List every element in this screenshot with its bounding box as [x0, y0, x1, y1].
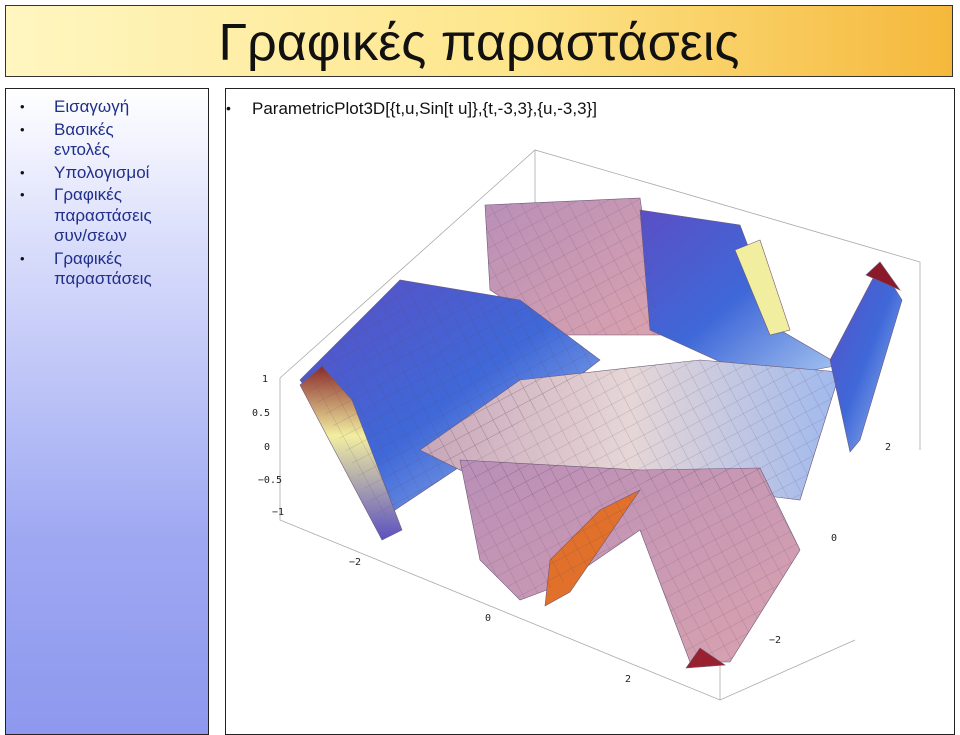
mesh-patch	[460, 460, 800, 662]
z-tick-label: 0.5	[252, 408, 270, 419]
mesh	[300, 198, 840, 662]
t-tick-label: 0	[485, 613, 491, 624]
mesh-patch	[300, 280, 600, 520]
box-edge	[279, 149, 921, 450]
bullet: ParametricPlot3D[{t,u,Sin[t u]},{t,-3,3}…	[226, 99, 597, 119]
slide-title: Γραφικές παραστάσεις	[5, 5, 953, 77]
z-tick-label: 1	[262, 374, 268, 385]
t-axis: −2 0 2	[349, 557, 631, 685]
u-tick-label: −2	[769, 635, 781, 646]
z-tick-label: 0	[264, 442, 270, 453]
surface-patch	[829, 264, 903, 453]
nav-item: Βασικές εντολές	[20, 120, 154, 161]
surface-patch	[734, 239, 791, 336]
u-tick-label: 2	[885, 442, 891, 453]
t-tick-label: −2	[349, 557, 361, 568]
u-axis: 2 0 −2	[769, 442, 891, 646]
nav-item: Εισαγωγή	[20, 97, 154, 118]
nav-item: Υπολογισμοί	[20, 163, 154, 184]
nav-list: Εισαγωγή Βασικές εντολές Υπολογισμοί Γρα…	[6, 97, 154, 290]
z-tick-label: −0.5	[258, 475, 282, 486]
surface-patch	[639, 209, 841, 381]
box-edge	[279, 378, 856, 701]
surface-patch	[865, 261, 901, 291]
mesh-patch	[485, 198, 660, 335]
bullet-text: ParametricPlot3D[{t,u,Sin[t u]},{t,-3,3}…	[252, 99, 597, 118]
z-tick-label: −1	[272, 507, 284, 518]
z-axis: 1 0.5 0 −0.5 −1	[252, 374, 284, 518]
t-tick-label: 2	[625, 674, 631, 685]
nav-item: Γραφικές παραστάσεις συν/σεων	[20, 185, 154, 247]
nav-item: Γραφικές παραστάσεις	[20, 249, 154, 290]
u-tick-label: 0	[831, 533, 837, 544]
